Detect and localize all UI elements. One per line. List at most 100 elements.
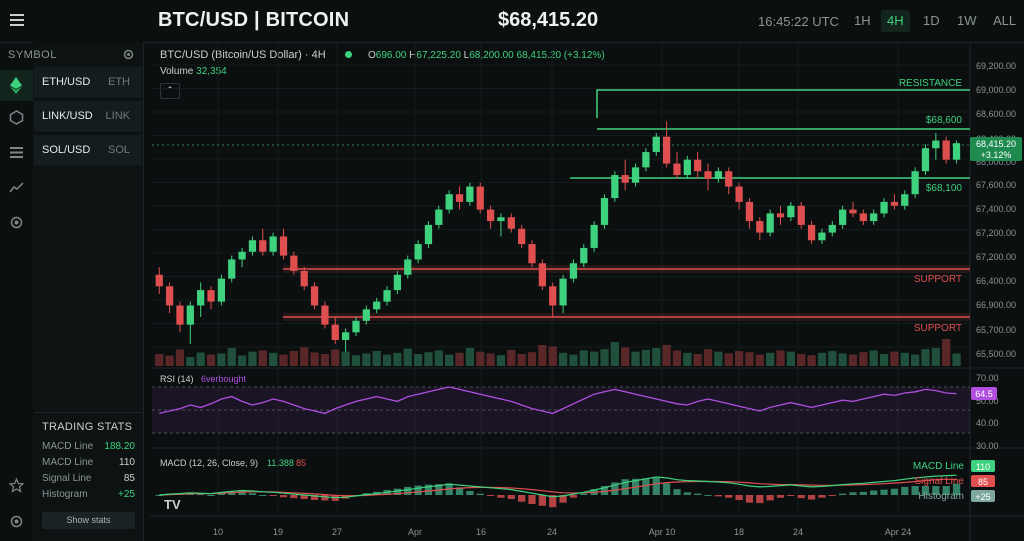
candle-body	[497, 217, 505, 222]
candle-body	[911, 171, 919, 195]
histogram-bar	[839, 493, 847, 495]
candle-body	[694, 159, 702, 172]
histogram-bar	[807, 495, 816, 500]
candle-body	[766, 213, 774, 233]
volume-bar	[859, 352, 868, 366]
histogram-bar	[259, 495, 267, 496]
histogram-bar	[497, 495, 505, 498]
price-tick: 67,400.00	[976, 204, 1016, 214]
x-tick: 18	[734, 527, 744, 537]
volume-bar	[900, 352, 909, 366]
symbol-row-link[interactable]: LINK/USD LINK	[34, 101, 142, 133]
volume-bar	[196, 352, 205, 366]
volume-bar	[569, 354, 578, 366]
rail-item-ethereum[interactable]	[0, 70, 33, 101]
candle-body	[807, 224, 816, 241]
hamburger-menu-icon[interactable]	[10, 14, 24, 26]
histogram-bar	[217, 492, 225, 495]
settings-icon[interactable]	[122, 48, 135, 61]
histogram-bar	[559, 495, 567, 503]
x-tick: Apr	[408, 527, 422, 537]
histogram-bar	[642, 478, 650, 495]
hexagon-icon[interactable]	[8, 110, 25, 127]
level-label: SUPPORT	[914, 323, 962, 334]
symbol-row-eth[interactable]: ETH/USD ETH	[34, 67, 142, 99]
histogram-bar	[673, 489, 681, 495]
histogram-bar	[714, 495, 723, 497]
volume-readout: Volume 32,354	[160, 66, 227, 77]
current-price: $68,415.20	[498, 9, 599, 31]
trend-icon[interactable]	[8, 180, 25, 197]
timeframe-1d[interactable]: 1D	[923, 13, 940, 28]
candle-body	[652, 136, 660, 153]
star-icon[interactable]	[8, 477, 25, 495]
timeframe-all[interactable]: ALL	[993, 13, 1017, 28]
candle-body	[870, 213, 878, 222]
volume-bar	[248, 351, 257, 366]
candle-body	[455, 194, 464, 202]
rsi-label: RSI (14)	[160, 374, 194, 384]
timeframe-1w[interactable]: 1W	[957, 13, 977, 28]
histogram-bar	[756, 495, 764, 504]
candle-body	[538, 263, 546, 287]
candle-body	[321, 305, 329, 325]
volume-bar	[745, 352, 754, 366]
volume-bar	[372, 351, 381, 366]
volume-bar	[455, 352, 464, 366]
symbol-code: LINK	[105, 110, 130, 122]
candle-body	[279, 236, 288, 256]
histogram-bar	[662, 483, 671, 495]
volume-bar	[879, 354, 889, 366]
volume-bar	[589, 351, 599, 366]
volume-bar	[434, 350, 443, 366]
volume-bar	[393, 352, 402, 366]
candle-body	[466, 186, 474, 202]
histogram-bar	[818, 495, 826, 498]
candle-body	[362, 309, 370, 321]
histogram-bar	[238, 490, 246, 495]
macd-legend-tag: 85	[978, 477, 988, 487]
symbol-row-sol[interactable]: SOL/USD SOL	[34, 135, 142, 167]
symbol-name: ETH/USD	[42, 76, 91, 88]
rsi-value-tag: 64.5	[975, 389, 993, 399]
level-label: SUPPORT	[914, 274, 962, 285]
volume-bar	[289, 351, 298, 366]
histogram-bar	[549, 495, 557, 508]
x-tick: Apr 10	[649, 527, 676, 537]
last-price-tag-bg	[970, 137, 1022, 161]
histogram-bar	[507, 495, 515, 500]
collapse-chevron-icon[interactable]: ⌃	[160, 83, 180, 99]
show-stats-button[interactable]: Show stats	[42, 512, 135, 529]
candle-body	[259, 240, 267, 252]
volume-bar	[538, 345, 547, 366]
candle-body	[549, 286, 557, 306]
histogram-bar	[870, 490, 878, 495]
stat-label: Histogram	[42, 489, 88, 500]
signal-line	[159, 478, 957, 497]
layers-icon[interactable]	[8, 145, 25, 162]
volume-bar	[527, 352, 537, 366]
candle-body	[310, 286, 319, 306]
volume-bar	[641, 349, 651, 366]
candle-body	[238, 251, 246, 260]
histogram-bar	[414, 485, 422, 495]
price-tick: 68,000.00	[976, 157, 1016, 167]
volume-bar	[734, 351, 744, 366]
page-title: BTC/USD | BITCOIN	[158, 9, 350, 31]
histogram-bar	[828, 495, 836, 496]
settings-icon[interactable]	[8, 215, 25, 232]
candle-body	[176, 305, 184, 325]
settings-icon[interactable]	[8, 514, 25, 531]
timeframe-4h[interactable]: 4H	[881, 10, 910, 32]
histogram-bar	[932, 486, 940, 495]
utc-clock: 16:45:22 UTC	[758, 14, 839, 29]
volume-bar	[631, 351, 640, 366]
candle-body	[300, 270, 308, 287]
volume-bar	[465, 348, 475, 366]
volume-bar	[476, 351, 485, 366]
timeframe-1h[interactable]: 1H	[854, 13, 871, 28]
last-price-change: +3.12%	[981, 150, 1012, 160]
volume-bar	[766, 352, 775, 366]
volume-bar	[300, 347, 309, 366]
price-chart[interactable]: RESISTANCE $68,600 $68,100 SUPPORT SUPPORT 69…	[150, 43, 1024, 541]
